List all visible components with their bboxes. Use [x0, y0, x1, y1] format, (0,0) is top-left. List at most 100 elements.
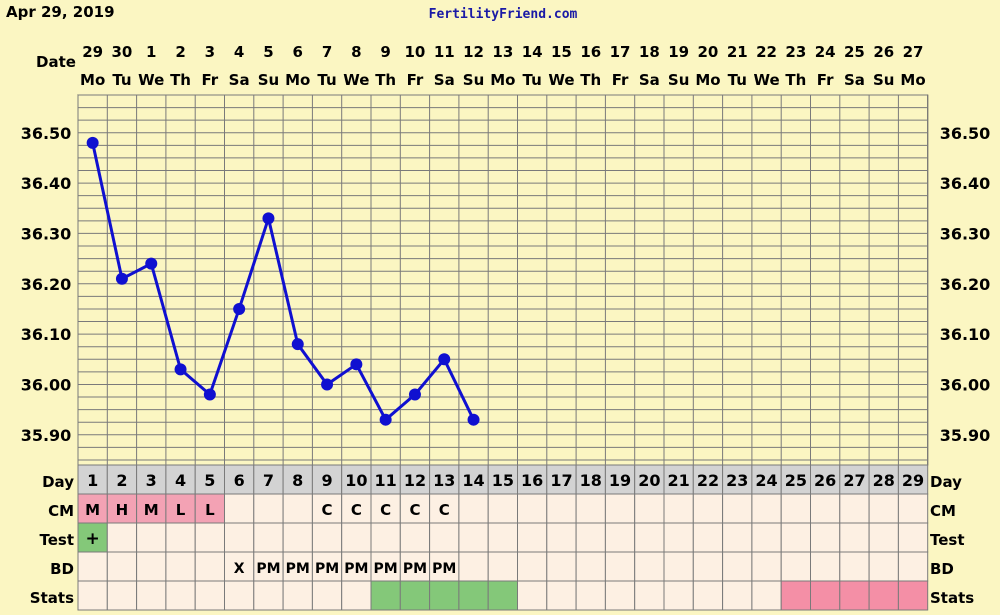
cm-value: M: [85, 501, 100, 519]
test-cell: [897, 522, 929, 553]
temperature-point[interactable]: [86, 136, 99, 149]
cycle-day-label: 10: [345, 471, 367, 490]
bd-cell: [77, 551, 108, 582]
date-label: 26: [873, 43, 894, 61]
cm-cell: [722, 493, 753, 524]
cm-cell: [106, 493, 138, 524]
date-label: 2: [175, 43, 185, 61]
site-name[interactable]: FertilityFriend.com: [429, 7, 578, 22]
weekday-label: Tu: [317, 71, 336, 89]
date-header: 29 30 1 2 3 4 5 6 7 8 9 10 11 12 13 14 15 16 17 18 19 20 21 22 2…: [80, 43, 926, 89]
temperature-point[interactable]: [438, 353, 451, 366]
cm-row-label-right: CM: [930, 502, 956, 520]
stats-cell: [429, 580, 460, 611]
bd-cell: [165, 551, 196, 582]
date-label: 24: [815, 43, 836, 61]
bd-cell: [751, 551, 782, 582]
day-cell: [458, 464, 489, 495]
cycle-day-label: 24: [755, 471, 777, 490]
y-tick-label: 36.10: [21, 325, 72, 344]
cycle-day-label: 19: [609, 471, 631, 490]
date-label: 14: [522, 43, 543, 61]
cm-cell: [810, 493, 841, 524]
stats-cell: [722, 580, 753, 611]
cycle-day-label: 25: [785, 471, 807, 490]
cycle-day-label: 5: [204, 471, 215, 490]
cm-cell: [517, 493, 548, 524]
cm-cell: [604, 493, 636, 524]
day-cell: [751, 464, 782, 495]
test-cell: [546, 522, 577, 553]
date-label: 21: [727, 43, 748, 61]
y-tick-label-right: 36.20: [940, 275, 991, 294]
temperature-point[interactable]: [145, 257, 158, 270]
cycle-day-label: 6: [234, 471, 245, 490]
temperature-point[interactable]: [262, 212, 275, 225]
temperature-line: [91, 142, 475, 422]
weekday-label: Tu: [728, 71, 747, 89]
cm-row-label: CM: [48, 502, 74, 520]
cm-value: M: [144, 501, 159, 519]
cm-cell: [663, 493, 694, 524]
date-label: 29: [82, 43, 103, 61]
temperature-point[interactable]: [233, 302, 246, 315]
temperature-point[interactable]: [174, 363, 187, 376]
date-label: 11: [434, 43, 455, 61]
stats-cell: [458, 580, 489, 611]
cm-cell: [868, 493, 899, 524]
bd-cell: [487, 551, 519, 582]
day-cell: [517, 464, 548, 495]
date-label: 25: [844, 43, 865, 61]
test-cell: [106, 522, 138, 553]
stats-cell: [604, 580, 636, 611]
temperature-point[interactable]: [203, 388, 216, 401]
test-cell: [77, 522, 108, 553]
bd-value: PM: [256, 561, 280, 577]
weekday-label: Fr: [817, 71, 834, 89]
date-label: 5: [263, 43, 273, 61]
day-cell: [194, 464, 225, 495]
temperature-point[interactable]: [467, 413, 480, 426]
cycle-day-label: 29: [902, 471, 924, 490]
stats-cell: [165, 580, 196, 611]
date-label: 1: [146, 43, 156, 61]
date-label: 16: [580, 43, 601, 61]
cycle-day-label: 23: [726, 471, 748, 490]
test-row-label: Test: [39, 531, 74, 549]
chart-grid: [77, 94, 929, 466]
temperature-point[interactable]: [350, 358, 363, 371]
weekday-label: Mo: [80, 71, 105, 89]
cm-cell: [458, 493, 489, 524]
temperature-point[interactable]: [291, 338, 304, 351]
test-cell: [575, 522, 606, 553]
cm-cell: [282, 493, 313, 524]
bd-value: PM: [403, 561, 427, 577]
stats-cell: [692, 580, 724, 611]
stats-cell: [77, 580, 108, 611]
day-cell: [722, 464, 753, 495]
stats-row-label-right: Stats: [930, 589, 974, 607]
y-tick-label: 36.40: [21, 174, 72, 193]
test-cell: [458, 522, 489, 553]
temperature-point[interactable]: [379, 413, 392, 426]
temperature-point[interactable]: [321, 378, 334, 391]
test-cell: [194, 522, 225, 553]
weekday-label: Th: [785, 71, 806, 89]
weekday-label: Fr: [612, 71, 629, 89]
temperature-point[interactable]: [408, 388, 421, 401]
test-cell: [136, 522, 167, 553]
cycle-day-label: 17: [550, 471, 572, 490]
cm-cell: [399, 493, 431, 524]
day-cell: [604, 464, 636, 495]
date-label: 19: [668, 43, 689, 61]
weekday-label: Sa: [639, 71, 660, 89]
bd-value: X: [234, 561, 245, 577]
stats-cell: [194, 580, 225, 611]
stats-cell: [370, 580, 401, 611]
stats-cell: [839, 580, 870, 611]
date-label: 30: [112, 43, 133, 61]
date-label: 8: [351, 43, 361, 61]
weekday-label: Mo: [285, 71, 310, 89]
temperature-point[interactable]: [115, 272, 128, 285]
